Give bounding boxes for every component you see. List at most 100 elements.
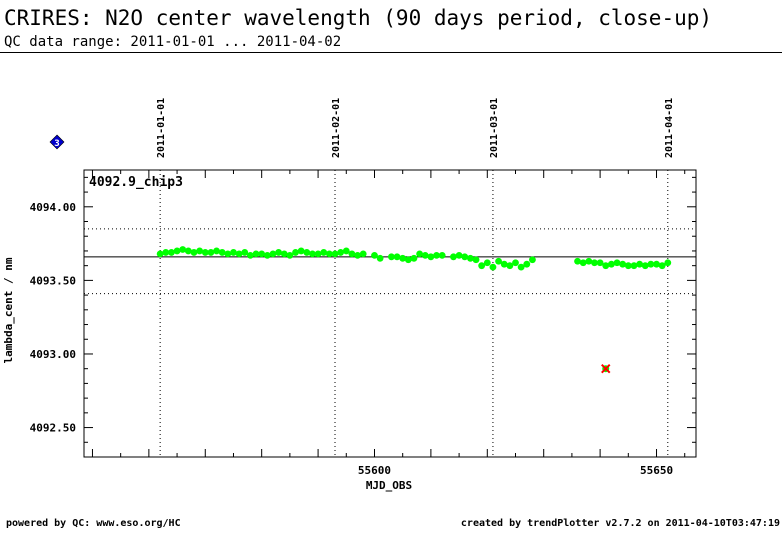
reference-lines xyxy=(84,228,696,295)
y-axis-label: lambda_cent / nm xyxy=(2,257,15,363)
data-point xyxy=(421,251,429,259)
data-point xyxy=(303,249,311,256)
data-point xyxy=(162,249,170,256)
dataset-badge-label: 3 xyxy=(54,139,59,149)
data-point xyxy=(269,250,277,258)
data-point xyxy=(517,263,525,271)
data-point xyxy=(523,260,531,268)
data-point xyxy=(416,250,424,258)
data-point xyxy=(433,251,440,259)
data-point xyxy=(619,260,627,268)
data-point xyxy=(512,259,519,267)
data-point xyxy=(337,249,345,256)
data-point xyxy=(450,253,457,261)
data-point xyxy=(602,262,610,270)
data-point xyxy=(348,250,356,258)
data-point xyxy=(483,259,491,267)
data-point xyxy=(478,262,486,270)
data-point xyxy=(376,254,384,262)
data-point xyxy=(591,259,598,267)
data-point xyxy=(641,262,649,270)
data-point xyxy=(664,259,672,267)
data-point xyxy=(607,260,615,268)
chart-title: CRIRES: N2O center wavelength (90 days p… xyxy=(4,6,713,30)
data-point xyxy=(201,249,209,256)
date-label: 2011-01-01 xyxy=(156,98,167,158)
data-point xyxy=(297,247,305,255)
title-divider xyxy=(0,52,782,53)
data-point xyxy=(574,257,581,265)
data-point xyxy=(613,259,621,267)
data-point xyxy=(427,253,435,261)
axis-ticks: 55600 55650 4092.50 4093.00 4093.50 4094.00 xyxy=(30,170,696,477)
data-points xyxy=(156,246,672,374)
data-point xyxy=(404,256,412,264)
data-point xyxy=(455,251,463,259)
data-point xyxy=(309,250,316,258)
data-point xyxy=(246,251,254,259)
dataset-badge-icon: 3 xyxy=(49,134,65,150)
data-point xyxy=(506,262,514,270)
data-point xyxy=(410,254,418,262)
data-point xyxy=(325,250,333,258)
data-point xyxy=(624,262,632,270)
y-tick-label: 4093.00 xyxy=(30,348,76,361)
data-point xyxy=(184,247,192,255)
data-point xyxy=(585,257,593,265)
data-point xyxy=(156,250,164,258)
data-point xyxy=(438,251,446,259)
date-label: 2011-03-01 xyxy=(489,98,500,158)
data-point xyxy=(168,249,175,256)
data-point xyxy=(393,253,401,261)
data-point xyxy=(636,260,643,268)
data-point xyxy=(235,250,243,258)
date-label: 2011-04-01 xyxy=(664,98,675,158)
data-point xyxy=(342,247,350,255)
data-point xyxy=(359,250,367,258)
chart-subtitle: QC data range: 2011-01-01 ... 2011-04-02 xyxy=(4,34,342,50)
x-axis-label: MJD_OBS xyxy=(366,479,412,492)
data-point xyxy=(653,260,660,268)
data-point xyxy=(466,254,474,262)
data-point xyxy=(275,249,282,256)
panel-label: 4092.9_chip3 xyxy=(89,175,183,190)
data-point xyxy=(489,263,497,271)
data-point xyxy=(331,250,339,258)
x-tick-label: 55650 xyxy=(640,464,673,477)
outlier-cross xyxy=(601,363,611,374)
data-point xyxy=(495,257,502,265)
data-point xyxy=(241,249,249,256)
grid-layer: 2011-01-01 2011-02-01 2011-03-01 2011-04-01 xyxy=(156,98,675,457)
plot-frame xyxy=(83,169,697,458)
chart-canvas: 3 2011-01-01 2011-02-01 2011-03-01 2011-04-… xyxy=(2,98,697,492)
data-point xyxy=(190,249,198,256)
data-point xyxy=(596,259,604,267)
footer-powered-by: powered by QC: www.eso.org/HC xyxy=(6,518,181,529)
data-point xyxy=(529,256,536,264)
x-tick-label: 55600 xyxy=(358,464,391,477)
data-point xyxy=(207,249,215,256)
data-point xyxy=(579,259,587,267)
data-point xyxy=(292,249,299,256)
footer-created-by: created by trendPlotter v2.7.2 on 2011-0… xyxy=(460,518,780,529)
data-point xyxy=(286,251,294,259)
data-point xyxy=(196,247,204,255)
y-tick-label: 4093.50 xyxy=(30,274,76,287)
data-point xyxy=(314,250,322,258)
data-point xyxy=(500,260,508,268)
data-point xyxy=(461,253,469,261)
data-point xyxy=(258,250,266,258)
data-point xyxy=(371,251,378,259)
data-point xyxy=(224,250,232,258)
data-point xyxy=(230,249,237,256)
data-point xyxy=(320,249,328,256)
data-point xyxy=(252,250,260,258)
data-point xyxy=(472,256,480,264)
data-point xyxy=(630,262,638,270)
y-tick-label: 4094.00 xyxy=(30,201,76,214)
data-point xyxy=(280,250,288,258)
date-label: 2011-02-01 xyxy=(331,98,342,158)
data-point xyxy=(173,247,181,255)
data-point xyxy=(388,253,395,261)
data-point xyxy=(354,251,361,259)
